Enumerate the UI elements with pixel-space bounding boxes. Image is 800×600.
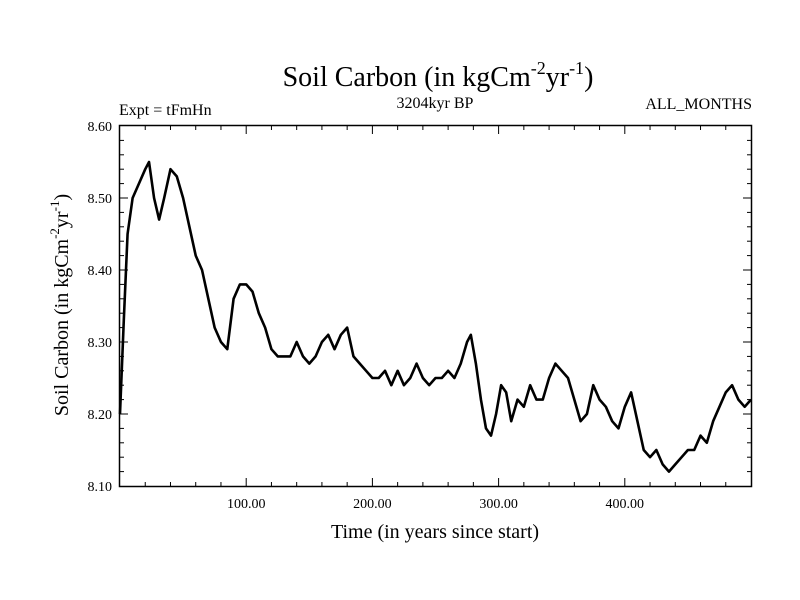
y-tick-label: 8.20 <box>88 408 113 423</box>
experiment-label: Expt = tFmHn <box>119 102 212 119</box>
period-label: 3204kyr BP <box>397 95 474 112</box>
series-line-soil-carbon <box>118 160 752 473</box>
y-tick-label: 8.10 <box>88 480 113 495</box>
x-axis-label: Time (in years since start) <box>331 521 539 543</box>
y-tick-label: 8.50 <box>88 192 113 207</box>
x-tick-label: 300.00 <box>479 497 518 512</box>
plot-area <box>118 124 753 488</box>
x-tick-label: 100.00 <box>227 497 266 512</box>
x-tick-label: 200.00 <box>353 497 392 512</box>
x-tick-label: 400.00 <box>606 497 645 512</box>
y-tick-label: 8.40 <box>88 264 113 279</box>
y-axis: 8.10 8.20 8.30 8.40 8.50 8.60 <box>88 120 751 495</box>
months-label: ALL_MONTHS <box>645 96 752 113</box>
y-axis-label: Soil Carbon (in kgCm-2yr-1) <box>47 194 73 416</box>
x-axis: 100.00 200.00 300.00 400.00 <box>144 126 727 512</box>
y-tick-label: 8.30 <box>88 336 113 351</box>
chart-title: Soil Carbon (in kgCm-2yr-1) <box>283 58 594 93</box>
y-tick-label: 8.60 <box>88 120 113 135</box>
